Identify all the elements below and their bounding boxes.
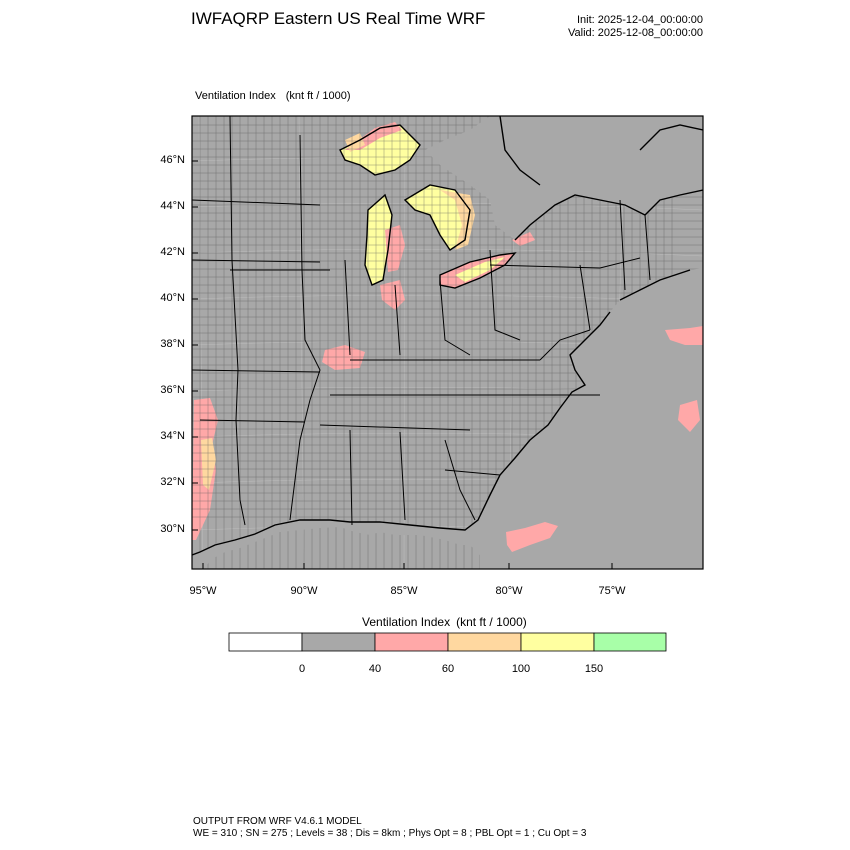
lon-label: 75°W <box>598 585 626 597</box>
legend-label: 100 <box>511 663 531 675</box>
lat-label: 44°N <box>160 200 185 212</box>
axis-ticks <box>192 160 613 569</box>
lat-label: 36°N <box>160 384 185 396</box>
legend-box-0 <box>228 632 303 652</box>
legend-field-name: Ventilation Index <box>362 615 451 629</box>
lat-label: 46°N <box>160 154 185 166</box>
legend-label: 60 <box>441 663 455 675</box>
legend-box-3 <box>447 632 522 652</box>
legend-label: 40 <box>368 663 382 675</box>
coastlines <box>192 116 703 556</box>
lat-label: 38°N <box>160 338 185 350</box>
lon-label: 95°W <box>189 585 217 597</box>
model-config: WE = 310 ; SN = 275 ; Levels = 38 ; Dis … <box>193 828 587 839</box>
map-content <box>192 116 703 569</box>
lon-label: 90°W <box>290 585 318 597</box>
legend-units: (knt ft / 1000) <box>456 615 527 629</box>
legend-box-5 <box>593 632 667 652</box>
lat-label: 40°N <box>160 292 185 304</box>
lat-label: 42°N <box>160 246 185 258</box>
map-title: IWFAQRP Eastern US Real Time WRF <box>191 9 486 28</box>
legend-box-4 <box>520 632 595 652</box>
lon-label: 85°W <box>390 585 418 597</box>
map-frame <box>191 115 704 570</box>
lat-label: 34°N <box>160 430 185 442</box>
valid-time: Valid: 2025-12-08_00:00:00 <box>568 27 703 39</box>
legend-label: 0 <box>298 663 306 675</box>
lake-huron-shading <box>405 185 470 250</box>
model-info: OUTPUT FROM WRF V4.6.1 MODEL <box>193 816 362 827</box>
field-name: Ventilation Index <box>195 90 276 102</box>
legend-box-1 <box>301 632 376 652</box>
state-boundaries <box>192 116 651 526</box>
legend-colorbar <box>228 632 667 652</box>
field-units: (knt ft / 1000) <box>285 90 351 102</box>
legend-box-2 <box>374 632 449 652</box>
ocean-shaded-patches <box>506 326 703 552</box>
legend-label: 150 <box>584 663 604 675</box>
legend-title: Ventilation Index (knt ft / 1000) <box>362 615 527 629</box>
lon-label: 80°W <box>495 585 523 597</box>
map-field-caption: Ventilation Index (knt ft / 1000) <box>195 90 351 102</box>
lat-label: 30°N <box>160 523 185 535</box>
lat-label: 32°N <box>160 476 185 488</box>
init-time: Init: 2025-12-04_00:00:00 <box>577 14 703 26</box>
